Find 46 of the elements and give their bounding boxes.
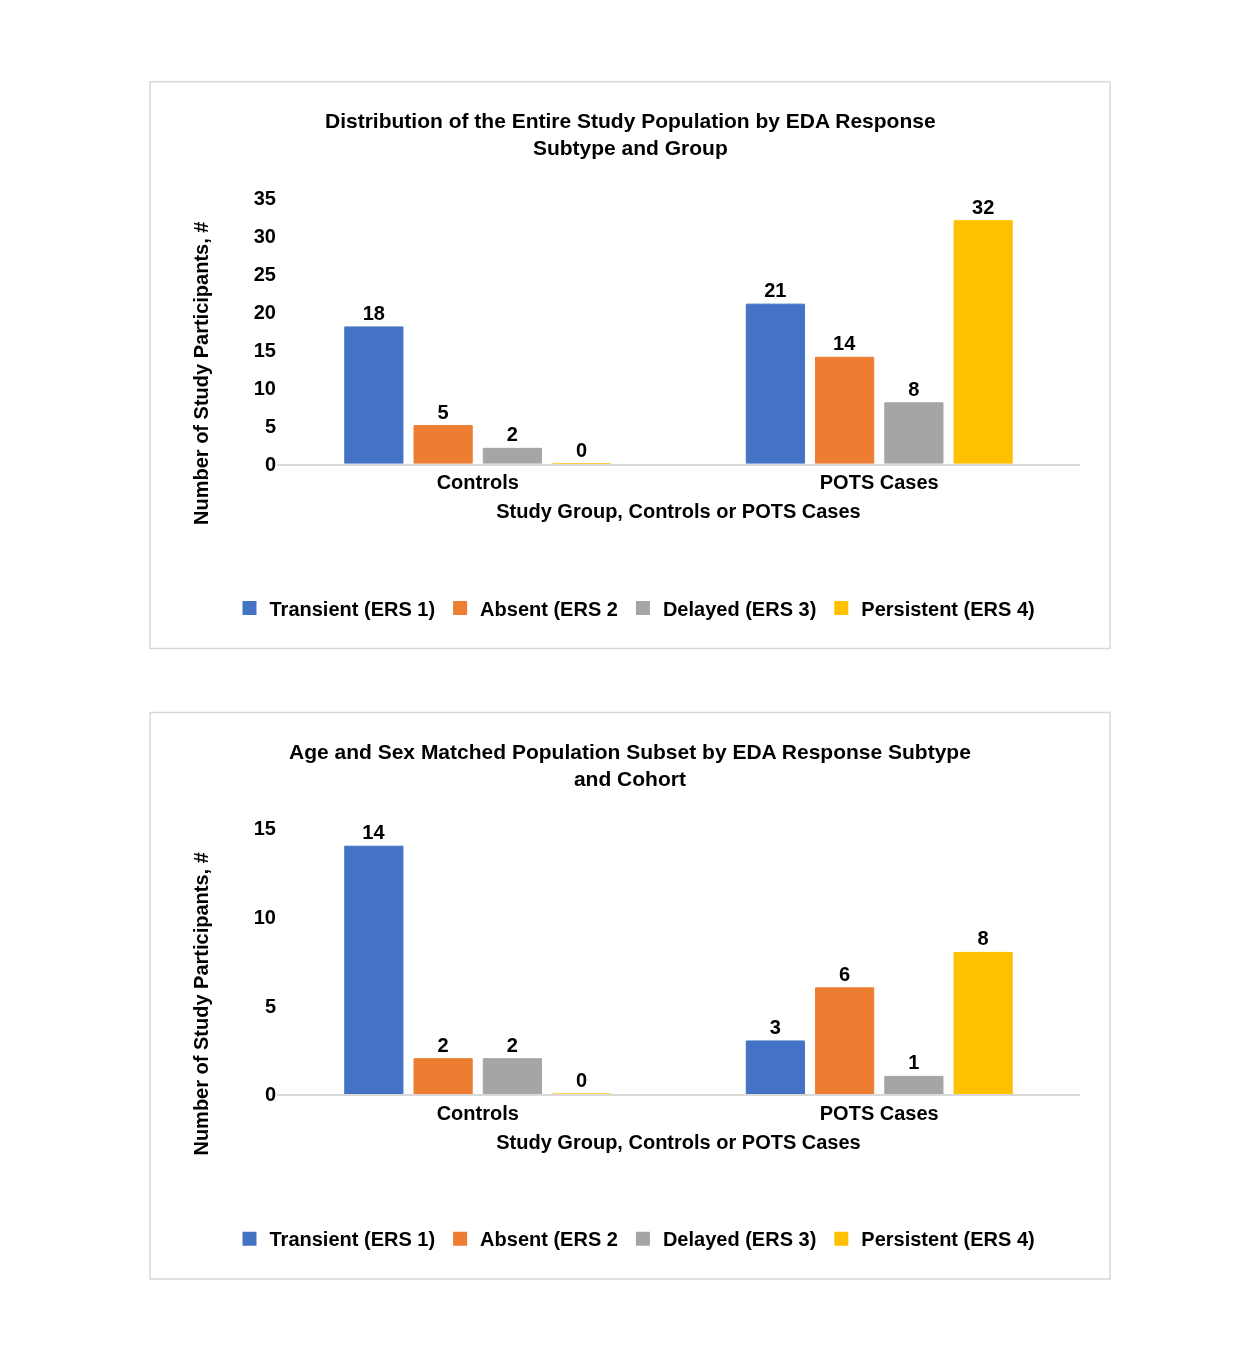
legend-label: Absent (ERS 2 (480, 597, 618, 620)
x-tick-label: Controls (436, 1101, 519, 1124)
y-axis-title: Number of Study Participants, # (190, 852, 213, 1156)
legend-label: Delayed (ERS 3) (662, 1228, 817, 1251)
data-label: 8 (977, 927, 989, 950)
data-label: 2 (506, 423, 518, 446)
data-label: 8 (908, 377, 920, 400)
y-tick-label: 15 (253, 338, 276, 361)
data-label: 3 (769, 1015, 781, 1038)
x-tick-label: POTS Cases (819, 1101, 939, 1124)
data-label: 21 (764, 279, 787, 302)
y-axis-title: Number of Study Participants, # (190, 221, 213, 525)
data-label: 6 (839, 962, 851, 985)
y-tick-label: 0 (264, 452, 276, 475)
legend-label: Transient (ERS 1) (269, 597, 436, 620)
legend-label: Transient (ERS 1) (269, 1228, 436, 1251)
chart-title: Age and Sex Matched Population Subset by EDA Response Subtype and Cohort (289, 740, 971, 791)
y-tick-label: 0 (264, 1083, 276, 1106)
data-label: 1 (908, 1051, 920, 1074)
y-tick-label: 35 (253, 186, 276, 209)
y-tick-label: 15 (253, 817, 276, 840)
x-axis-title: Study Group, Controls or POTS Cases (496, 500, 861, 523)
legend-label: Delayed (ERS 3) (662, 597, 817, 620)
data-label: 0 (576, 1069, 588, 1092)
legend-label: Absent (ERS 2 (480, 1228, 618, 1251)
y-tick-label: 10 (253, 376, 276, 399)
x-tick-label: POTS Cases (819, 471, 939, 494)
legend-label: Persistent (ERS 4) (861, 597, 1035, 620)
y-tick-label: 20 (253, 300, 276, 323)
y-tick-label: 30 (253, 224, 276, 247)
chart-title: Distribution of the Entire Study Population by EDA Response Subtype and Group (325, 109, 936, 160)
data-label: 32 (972, 195, 995, 218)
y-tick-label: 5 (264, 414, 276, 437)
y-tick-label: 5 (264, 994, 276, 1017)
x-axis-title: Study Group, Controls or POTS Cases (496, 1130, 861, 1153)
x-tick-label: Controls (436, 471, 519, 494)
legend-label: Persistent (ERS 4) (861, 1228, 1035, 1251)
y-tick-label: 10 (253, 906, 276, 928)
data-label: 0 (576, 438, 588, 461)
data-label: 5 (437, 400, 449, 423)
data-label: 14 (833, 332, 857, 355)
data-label: 2 (437, 1033, 449, 1056)
data-label: 14 (362, 821, 386, 844)
data-label: 18 (362, 301, 385, 324)
y-tick-label: 25 (253, 262, 276, 285)
data-label: 2 (506, 1033, 518, 1056)
